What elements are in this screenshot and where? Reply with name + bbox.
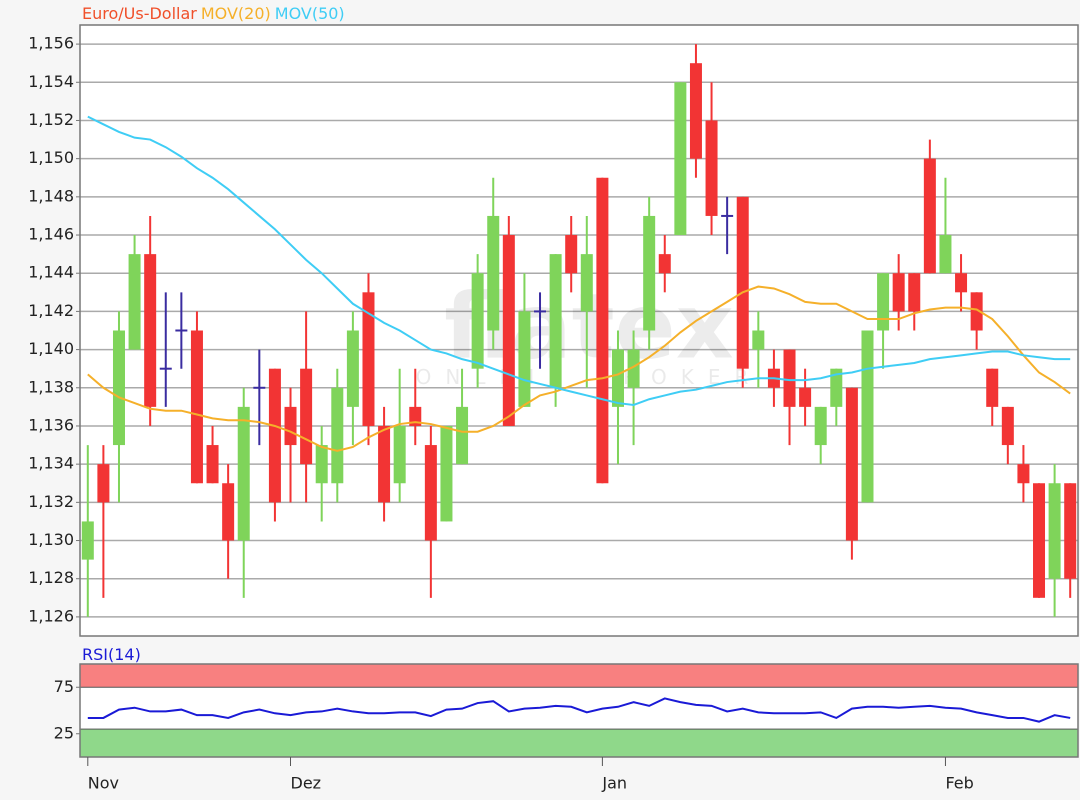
candle-body	[268, 368, 281, 503]
legend: RSI(14)	[82, 645, 141, 664]
candle-body	[1001, 406, 1014, 446]
candle-body	[830, 368, 843, 407]
candle-body	[1033, 483, 1046, 598]
candle-body	[611, 349, 624, 407]
candle-body	[705, 120, 718, 216]
candle-body	[222, 483, 235, 541]
candle-body	[97, 464, 110, 503]
candle-body	[861, 330, 874, 503]
candle-body	[237, 406, 250, 541]
candle-body	[814, 406, 827, 446]
candle-body	[144, 254, 157, 407]
legend-entry: RSI(14)	[82, 645, 141, 664]
candle-body	[783, 349, 796, 407]
y-tick-label: 75	[54, 677, 74, 696]
candle-body	[378, 425, 391, 503]
band	[79, 728, 1079, 758]
legend-entry: MOV(50)	[275, 4, 345, 23]
y-tick-label: 1,146	[28, 225, 74, 244]
candle-body	[300, 368, 313, 465]
line-series	[87, 115, 1071, 406]
candle-body	[892, 273, 905, 312]
line-series	[87, 285, 1071, 452]
y-tick-label: 1,138	[28, 377, 74, 396]
legend: Euro/Us-Dollar MOV(20) MOV(50)	[82, 4, 345, 23]
candle-body	[970, 292, 983, 331]
candle-body	[627, 349, 640, 388]
candle-body	[206, 445, 219, 484]
legend-entry: MOV(20)	[201, 4, 271, 23]
candle-body	[331, 387, 344, 484]
candle-body	[346, 330, 359, 407]
candle-body	[736, 196, 749, 369]
plot-border	[79, 24, 1079, 637]
y-tick-label: 1,148	[28, 186, 74, 205]
candle-body	[1064, 483, 1077, 579]
x-tick-label: Dez	[291, 774, 322, 793]
y-tick-label: 1,142	[28, 301, 74, 320]
y-tick-label: 1,152	[28, 110, 74, 129]
candle-body	[284, 406, 297, 446]
y-tick-label: 1,154	[28, 72, 74, 91]
candle-body	[502, 235, 515, 426]
candle-body	[315, 445, 328, 484]
x-tick-label: Feb	[945, 774, 973, 793]
candle-body	[674, 82, 687, 236]
candle-body	[456, 406, 469, 465]
candle-body	[986, 368, 999, 407]
watermark: ONLINE BROKER	[416, 365, 763, 389]
candle-body	[689, 63, 702, 159]
candle-body	[939, 235, 952, 274]
y-tick-label: 1,132	[28, 492, 74, 511]
plot-border	[79, 663, 1079, 758]
candle-body	[923, 158, 936, 274]
candle-body	[643, 215, 656, 331]
y-tick-label: 1,144	[28, 263, 74, 282]
candle-body	[190, 330, 203, 484]
candle-body	[845, 387, 858, 541]
x-tick-label: Jan	[601, 774, 627, 793]
candle-body	[393, 425, 406, 484]
band	[79, 663, 1079, 688]
line-series	[87, 697, 1071, 723]
candle-body	[580, 254, 593, 312]
candle-body	[440, 425, 453, 522]
candle-body	[549, 254, 562, 388]
candle-body	[752, 330, 765, 350]
candle-body	[877, 273, 890, 331]
candle-body	[112, 330, 125, 446]
candle-body	[518, 311, 531, 407]
candle-body	[424, 445, 437, 541]
y-tick-label: 1,156	[28, 34, 74, 53]
candle-body	[409, 406, 422, 426]
candle-body	[1048, 483, 1061, 579]
candle-body	[955, 273, 968, 293]
candle-body	[565, 235, 578, 274]
candle-body	[471, 273, 484, 369]
y-tick-label: 25	[54, 723, 74, 742]
y-tick-label: 1,140	[28, 339, 74, 358]
y-tick-label: 1,150	[28, 148, 74, 167]
candle-body	[362, 292, 375, 426]
legend-entry: Euro/Us-Dollar	[82, 4, 197, 23]
candle-body	[81, 521, 94, 560]
y-tick-label: 1,134	[28, 454, 74, 473]
candle-body	[487, 215, 500, 331]
candle-body	[658, 254, 671, 274]
candle-body	[908, 273, 921, 312]
y-tick-label: 1,128	[28, 568, 74, 587]
candle-body	[1017, 464, 1030, 484]
y-tick-label: 1,126	[28, 606, 74, 625]
candle-body	[596, 177, 609, 484]
candle-body	[799, 387, 812, 407]
y-tick-label: 1,136	[28, 415, 74, 434]
x-tick-label: Nov	[88, 774, 119, 793]
candle-body	[128, 254, 141, 350]
y-tick-label: 1,130	[28, 530, 74, 549]
